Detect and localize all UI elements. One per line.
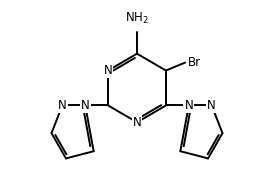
Text: N: N [207, 99, 216, 112]
Text: Br: Br [188, 56, 201, 69]
Text: NH$_2$: NH$_2$ [125, 11, 149, 26]
Text: N: N [104, 64, 113, 77]
Text: N: N [81, 99, 90, 112]
Text: N: N [58, 99, 67, 112]
Text: N: N [133, 116, 141, 129]
Text: N: N [184, 99, 193, 112]
